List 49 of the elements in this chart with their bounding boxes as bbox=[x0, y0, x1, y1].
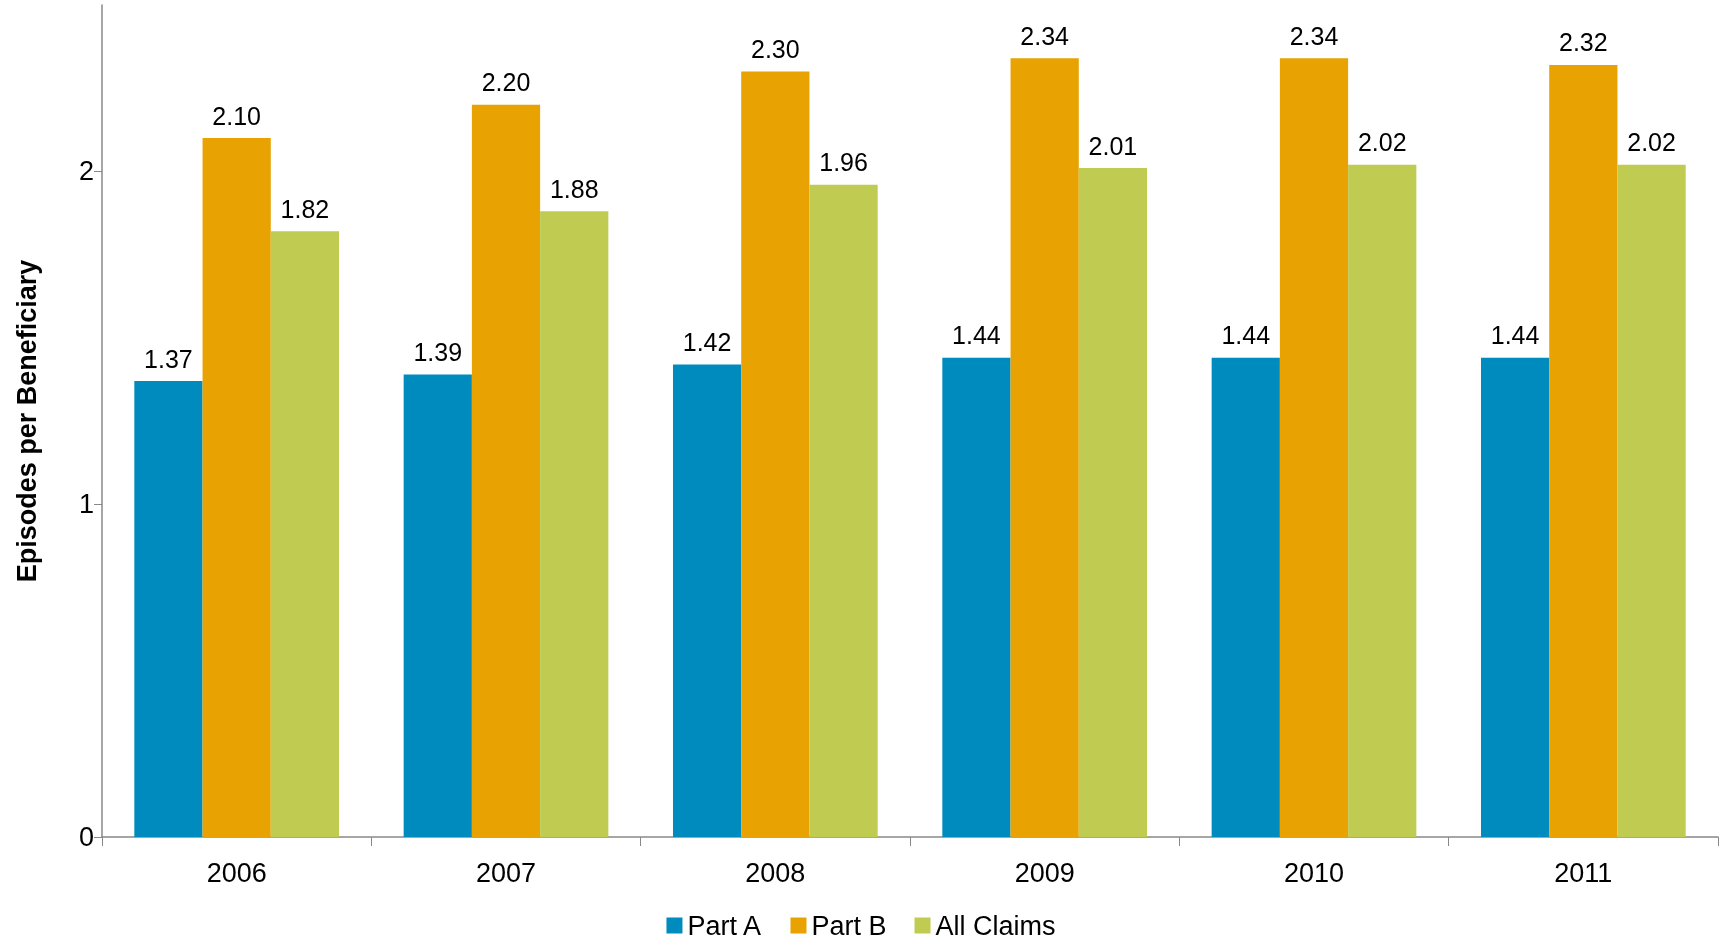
bar bbox=[1010, 58, 1079, 837]
y-axis-title: Episodes per Beneficiary bbox=[11, 259, 42, 583]
bar bbox=[741, 71, 810, 837]
bar bbox=[942, 357, 1011, 837]
data-label: 2.02 bbox=[1627, 128, 1676, 157]
bar bbox=[1617, 164, 1686, 837]
bar bbox=[1348, 164, 1417, 837]
x-tick-label: 2009 bbox=[1014, 857, 1075, 888]
data-label: 2.34 bbox=[1289, 21, 1339, 50]
bar bbox=[540, 211, 609, 837]
data-label: 2.34 bbox=[1020, 21, 1070, 50]
data-label: 2.20 bbox=[481, 68, 531, 97]
data-label: 1.42 bbox=[682, 327, 732, 356]
bar bbox=[1078, 168, 1148, 837]
data-label: 2.01 bbox=[1088, 131, 1138, 160]
bar bbox=[1279, 58, 1349, 837]
data-label: 2.10 bbox=[212, 101, 261, 130]
bar bbox=[672, 364, 742, 837]
data-label: 2.02 bbox=[1357, 128, 1407, 157]
bar bbox=[134, 381, 203, 837]
x-tick-label: 2011 bbox=[1554, 857, 1613, 888]
y-tick-label: 0 bbox=[78, 822, 94, 852]
x-tick-label: 2010 bbox=[1283, 857, 1345, 888]
legend-label: All Claims bbox=[935, 910, 1056, 941]
x-tick-label: 2006 bbox=[206, 857, 267, 888]
bar bbox=[1211, 357, 1280, 837]
bar bbox=[270, 231, 340, 837]
data-label: 1.88 bbox=[549, 174, 599, 203]
bar bbox=[202, 138, 271, 837]
bar bbox=[403, 374, 472, 837]
bar bbox=[1480, 357, 1550, 837]
data-label: 1.96 bbox=[819, 148, 868, 177]
data-label: 2.32 bbox=[1559, 28, 1608, 57]
y-tick-label: 1 bbox=[78, 489, 94, 520]
data-label: 1.39 bbox=[413, 337, 463, 366]
x-tick-label: 2008 bbox=[745, 857, 806, 888]
bar bbox=[809, 184, 878, 837]
x-tick-label: 2007 bbox=[475, 857, 537, 888]
legend-label: Part A bbox=[687, 910, 762, 941]
legend-label: Part B bbox=[811, 910, 887, 941]
y-tick-label: 2 bbox=[78, 156, 94, 187]
data-label: 1.44 bbox=[1490, 321, 1540, 350]
data-label: 2.30 bbox=[751, 35, 800, 64]
bar bbox=[1549, 64, 1618, 837]
data-label: 1.82 bbox=[280, 194, 330, 223]
data-label: 1.37 bbox=[144, 344, 193, 373]
bar bbox=[471, 104, 541, 837]
data-label: 1.44 bbox=[952, 321, 1001, 350]
data-label: 1.44 bbox=[1221, 321, 1271, 350]
